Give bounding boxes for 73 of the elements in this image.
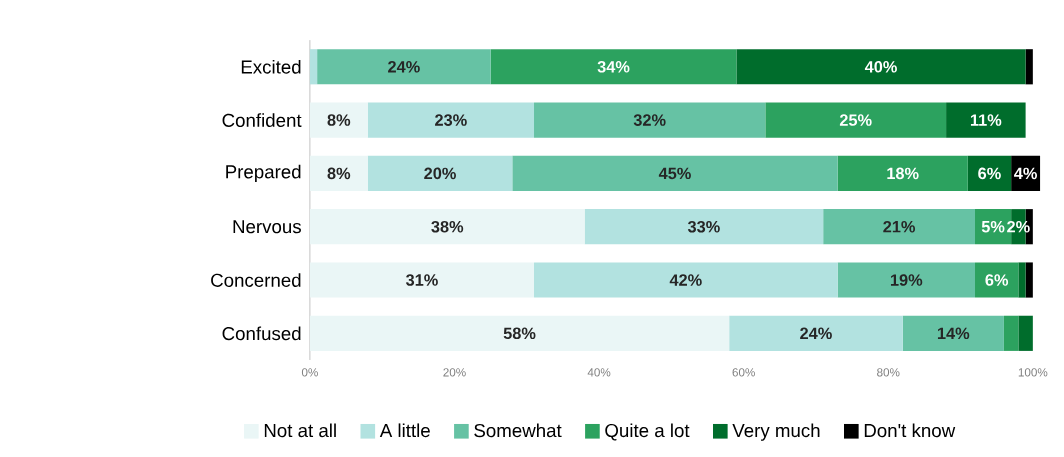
bar [975,262,1019,298]
data-label: 33% [687,220,720,233]
bar [309,102,368,138]
data-label: 24% [388,60,420,73]
legend-label: A little [379,423,430,438]
data-label: 19% [890,274,923,286]
data-label: 31% [405,274,438,286]
y-tick-label: Concerned [211,273,301,287]
bar [736,49,1026,85]
x-tick-label: 60% [732,368,755,377]
legend-label: Very much [732,423,820,441]
data-label: 42% [669,274,702,286]
bar [837,155,968,191]
data-label: 8% [327,114,351,126]
bar [309,209,585,245]
data-label: 2% [1007,220,1030,233]
data-label: 11% [970,114,1002,126]
bar [367,155,513,191]
bar [823,209,976,245]
data-label: 6% [978,167,1001,180]
data-label: 38% [431,220,464,233]
y-tick-label: Confused [222,326,301,341]
bar [1003,315,1019,351]
bar [1018,315,1033,351]
bar [967,155,1012,191]
data-label: 32% [633,114,666,126]
legend-label: Somewhat [474,423,562,438]
x-tick-label: 80% [877,368,900,377]
data-label: 8% [327,167,351,180]
bar [584,209,824,245]
bar [490,49,737,85]
bar [512,155,838,191]
bar [837,262,976,298]
legend-label: Quite a lot [605,423,690,441]
x-tick-label: 100% [1018,368,1048,377]
bar [1025,49,1033,85]
data-label: 34% [597,60,630,73]
data-label: 45% [658,167,691,180]
y-tick-label: Prepared [226,164,301,183]
bar [534,262,838,298]
data-label: 4% [1014,167,1037,180]
data-label: 20% [424,167,456,180]
bar [765,102,947,138]
data-label: 25% [839,114,872,126]
legend-label: Not at all [264,423,336,438]
data-label: 40% [864,60,897,73]
x-tick-label: 40% [587,368,611,377]
data-label: 24% [800,327,832,340]
bar [309,155,368,191]
data-label: 14% [937,327,970,340]
bar [317,49,491,85]
bar [1025,262,1033,298]
data-label: 5% [981,220,1005,233]
bar [534,102,766,138]
y-tick-label: Nervous [233,220,301,234]
data-label: 21% [883,220,916,233]
data-label: 6% [985,274,1009,286]
x-tick-label: 0% [301,368,318,377]
bar [309,49,318,85]
legend-label: Don't know [864,423,956,438]
bar [946,102,1026,138]
bar [367,102,535,138]
bar [902,315,1004,351]
y-tick-label: Confident [222,113,302,127]
bar [1018,262,1026,298]
data-label: 58% [503,327,536,340]
bar [729,315,903,351]
bar [309,315,730,351]
data-label: 18% [887,167,919,180]
y-tick-label: Excited [241,59,301,74]
data-label: 23% [435,114,467,126]
x-tick-label: 20% [443,368,466,377]
bar [309,262,535,298]
